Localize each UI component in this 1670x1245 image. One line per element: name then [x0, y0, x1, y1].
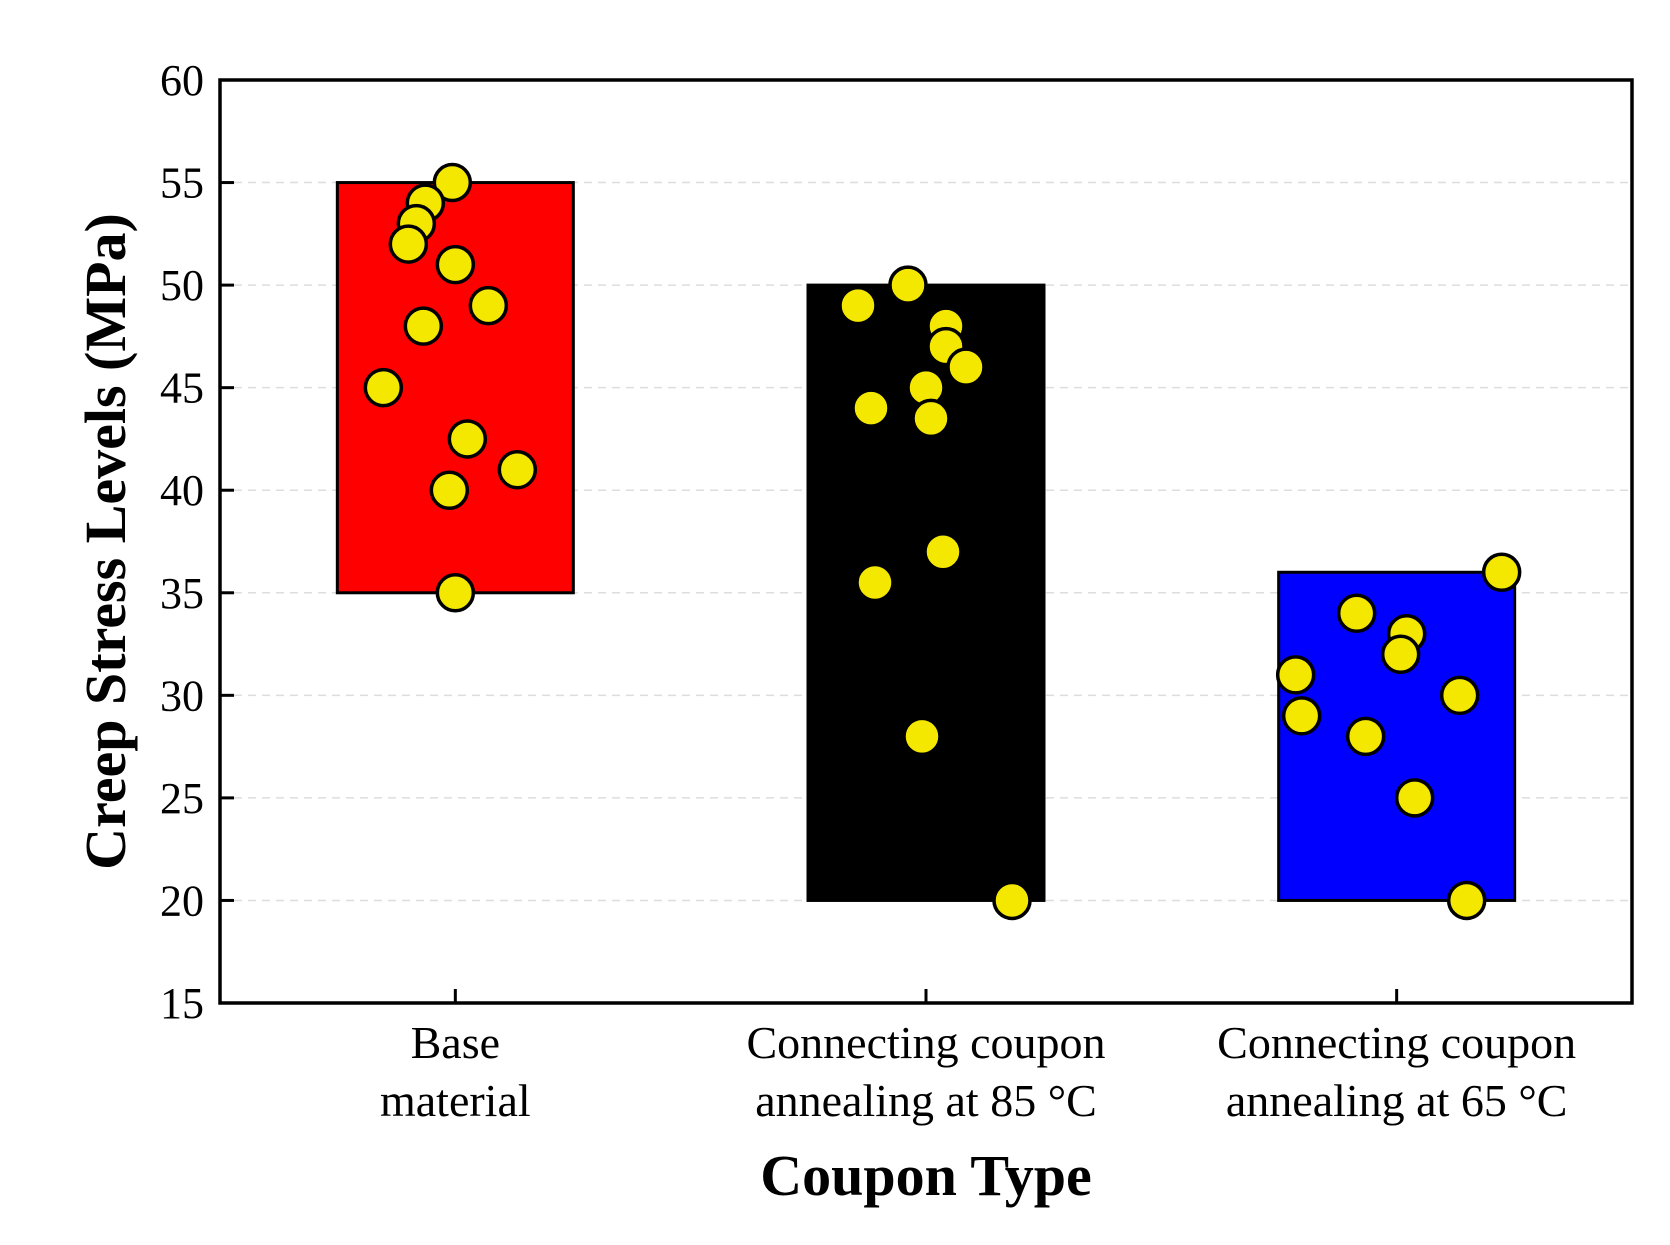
data-point: [855, 562, 895, 603]
x-tick-label-line: annealing at 85 °C: [755, 1075, 1097, 1126]
data-point: [435, 244, 476, 285]
x-axis-title: Coupon Type: [760, 1143, 1092, 1208]
y-tick-label: 60: [160, 56, 204, 105]
y-tick-label: 15: [160, 979, 204, 1028]
data-point: [946, 347, 986, 387]
data-point: [1336, 593, 1377, 634]
y-tick-label: 35: [160, 569, 204, 618]
data-point: [851, 388, 891, 428]
data-point: [1345, 716, 1386, 757]
y-tick-label: 25: [160, 774, 204, 823]
x-tick-label-line: Connecting coupon: [747, 1017, 1106, 1068]
bars: [335, 181, 1517, 902]
data-point: [429, 470, 470, 510]
data-point: [1446, 880, 1487, 921]
data-point: [363, 367, 404, 408]
data-point: [1275, 655, 1316, 695]
x-tick-label: Connecting coupon annealing at 65 °C: [1217, 1017, 1576, 1126]
data-point: [403, 306, 444, 346]
y-tick-label: 45: [160, 364, 204, 413]
data-point: [902, 716, 942, 757]
labels: 15 20 25 30 35 40 45 50 55 60 Base material Connecti…: [73, 56, 1576, 1208]
data-point: [447, 419, 488, 459]
y-tick-label: 50: [160, 261, 204, 310]
data-point: [838, 285, 878, 326]
x-tick-label-line: Base: [411, 1017, 500, 1068]
data-point: [388, 224, 429, 264]
x-tick-label-line: Connecting coupon: [1217, 1017, 1576, 1068]
y-tick-label: 55: [160, 159, 204, 208]
data-point: [1439, 675, 1480, 716]
axes: [218, 78, 1634, 1005]
x-tick-label-line: material: [380, 1075, 531, 1126]
data-point: [1380, 634, 1421, 675]
data-point: [1481, 552, 1522, 593]
y-tick-label: 20: [160, 876, 204, 925]
data-point: [888, 265, 928, 305]
y-axis-title: Creep Stress Levels (MPa): [73, 213, 138, 870]
data-point: [497, 449, 538, 490]
y-tick-label: 40: [160, 466, 204, 515]
x-tick-label-line: annealing at 65 °C: [1226, 1075, 1568, 1126]
data-point: [1394, 778, 1435, 818]
data-point: [911, 398, 951, 439]
y-tick-label: 30: [160, 671, 204, 720]
data-point: [432, 162, 473, 203]
x-tick-label: Base material: [380, 1017, 531, 1126]
data-point: [468, 285, 509, 326]
data-point: [923, 532, 963, 572]
x-tick-label: Connecting coupon annealing at 85 °C: [747, 1017, 1106, 1126]
data-point: [992, 880, 1032, 921]
data-point: [435, 573, 476, 613]
data-point: [1281, 696, 1322, 736]
data-points: [363, 162, 1522, 921]
